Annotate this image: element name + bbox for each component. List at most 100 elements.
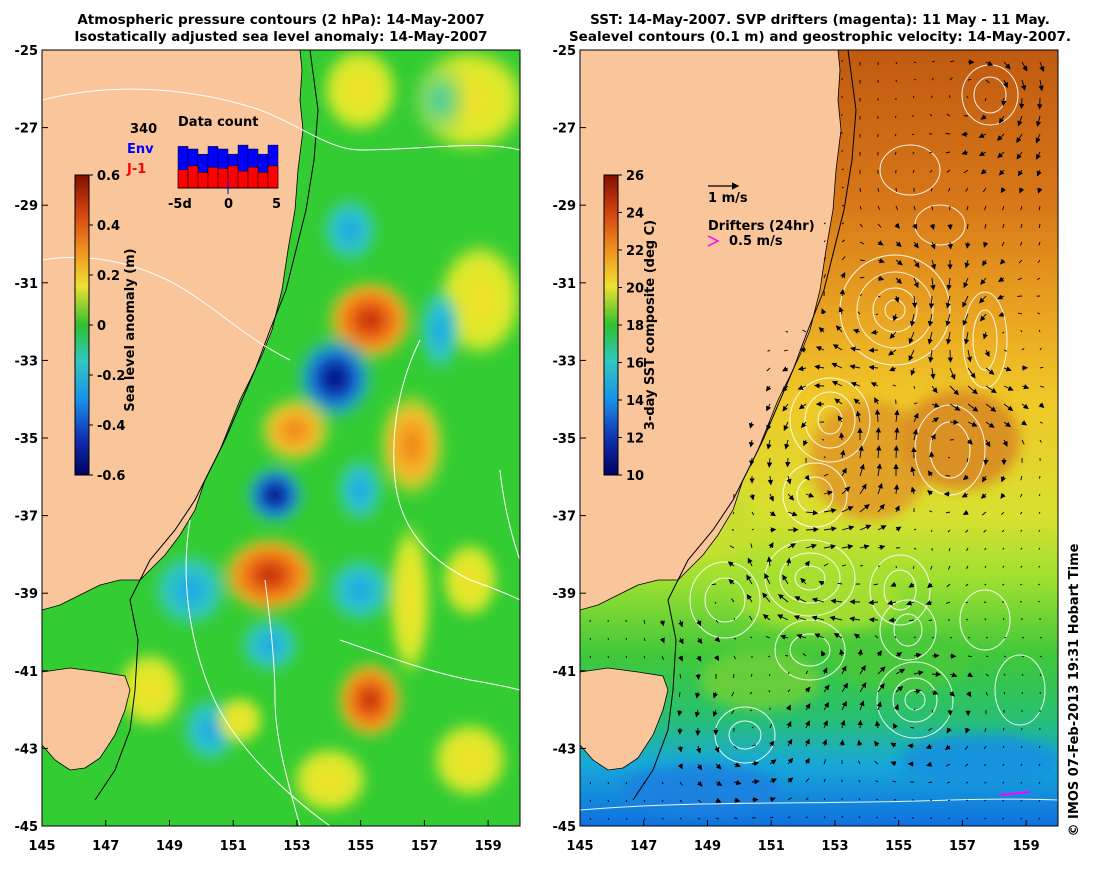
velocity-arrow — [1003, 61, 1011, 70]
velocity-arrow — [967, 78, 972, 81]
velocity-arrow — [823, 222, 826, 225]
velocity-arrow — [877, 187, 880, 192]
left-ytick-label: -27 — [15, 122, 39, 137]
velocity-arrow — [1021, 384, 1030, 390]
velocity-arrow — [984, 547, 987, 551]
velocity-arrow — [1003, 403, 1014, 412]
velocity-arrow — [1003, 691, 1006, 695]
velocity-arrow — [949, 403, 961, 411]
velocity-arrow — [949, 691, 955, 697]
velocity-arrow — [908, 349, 915, 362]
velocity-arrow — [895, 652, 903, 658]
velocity-arrow — [925, 600, 933, 606]
velocity-arrow — [913, 402, 918, 405]
velocity-arrow — [818, 580, 825, 586]
inset-xtick-2: 5 — [272, 197, 281, 212]
velocity-arrow — [802, 329, 807, 333]
velocity-arrow — [694, 709, 701, 718]
velocity-arrow — [1018, 312, 1023, 315]
sst-colorbar: 26 24 22 20 18 16 14 12 10 3-day SST composite (… — [603, 169, 658, 484]
velocity-arrow — [787, 757, 794, 765]
data-count-inset: Data count 340 Env J-1 -5d 0 5 — [126, 115, 281, 212]
velocity-arrow — [962, 474, 969, 481]
velocity-arrow — [787, 689, 791, 693]
velocity-arrow — [787, 738, 793, 747]
velocity-arrow — [849, 616, 861, 622]
velocity-arrow — [877, 240, 884, 246]
velocity-arrow — [859, 205, 862, 210]
velocity-arrow — [1017, 115, 1023, 127]
velocity-arrow — [875, 313, 879, 316]
left-ytick-label: -39 — [15, 587, 39, 602]
sla-colorbar-label: Sea level anomaly (m) — [123, 248, 138, 411]
velocity-arrow — [1020, 79, 1027, 91]
velocity-arrow — [1021, 403, 1029, 410]
velocity-arrow — [798, 403, 807, 410]
velocity-arrow — [929, 223, 935, 231]
velocity-arrow — [835, 325, 843, 333]
colorbar-tick-label: 12 — [626, 432, 644, 447]
velocity-arrow — [727, 561, 735, 567]
velocity-arrow — [874, 397, 880, 405]
left-ytick-label: -35 — [15, 432, 39, 447]
velocity-arrow — [1002, 781, 1005, 784]
inset-j1-bar — [237, 170, 249, 189]
velocity-arrow — [906, 600, 915, 606]
velocity-arrow — [679, 799, 683, 803]
velocity-arrow — [962, 313, 969, 326]
velocity-arrow — [787, 816, 791, 819]
inset-count-label: 340 — [130, 122, 157, 137]
velocity-arrow — [833, 633, 843, 639]
velocity-arrow — [912, 428, 918, 441]
velocity-arrow — [769, 816, 774, 819]
velocity-arrow — [839, 288, 845, 297]
left-xtick-label: 159 — [475, 839, 502, 854]
velocity-arrow — [715, 780, 723, 786]
velocity-arrow — [859, 293, 863, 297]
velocity-arrow — [748, 615, 753, 621]
velocity-arrow — [1021, 348, 1025, 351]
velocity-arrow — [1002, 799, 1005, 802]
velocity-arrow — [877, 525, 887, 531]
velocity-arrow — [984, 618, 987, 621]
velocity-arrow — [787, 511, 798, 517]
velocity-arrow — [913, 412, 919, 423]
inset-j1-bar — [267, 165, 279, 189]
velocity-arrow — [852, 328, 861, 334]
velocity-arrow — [874, 635, 879, 639]
velocity-arrow — [982, 331, 988, 340]
left-title-line2: Isostatically adjusted sea level anomaly… — [74, 29, 488, 45]
velocity-arrow — [1000, 511, 1005, 516]
velocity-arrow — [985, 439, 991, 448]
velocity-arrow — [841, 544, 854, 550]
right-xtick-label: 157 — [949, 839, 976, 854]
velocity-arrow — [822, 667, 828, 675]
velocity-arrow — [877, 205, 881, 210]
velocity-arrow — [782, 366, 789, 372]
velocity-arrow — [913, 688, 922, 695]
velocity-arrow — [839, 739, 845, 747]
velocity-arrow — [733, 779, 742, 786]
velocity-arrow — [966, 799, 969, 802]
velocity-arrow — [967, 223, 969, 229]
velocity-arrow — [999, 258, 1006, 265]
left-xtick-label: 147 — [92, 839, 119, 854]
velocity-arrow — [751, 528, 754, 531]
velocity-arrow — [966, 457, 969, 463]
left-xtick-label: 151 — [220, 839, 247, 854]
velocity-arrow — [697, 817, 701, 820]
velocity-arrow — [1000, 475, 1006, 483]
velocity-arrow — [984, 781, 987, 784]
velocity-arrow — [965, 583, 969, 587]
velocity-arrow — [786, 475, 792, 485]
right-xtick-label: 149 — [694, 839, 721, 854]
velocity-arrow — [749, 493, 755, 501]
right-xtick-label: 151 — [758, 839, 785, 854]
velocity-arrow — [931, 637, 935, 639]
velocity-arrow — [696, 655, 702, 662]
velocity-arrow — [1019, 241, 1023, 246]
velocity-arrow — [997, 294, 1005, 300]
velocity-arrow — [1038, 817, 1041, 820]
velocity-arrow — [768, 542, 774, 549]
velocity-arrow — [876, 463, 882, 477]
